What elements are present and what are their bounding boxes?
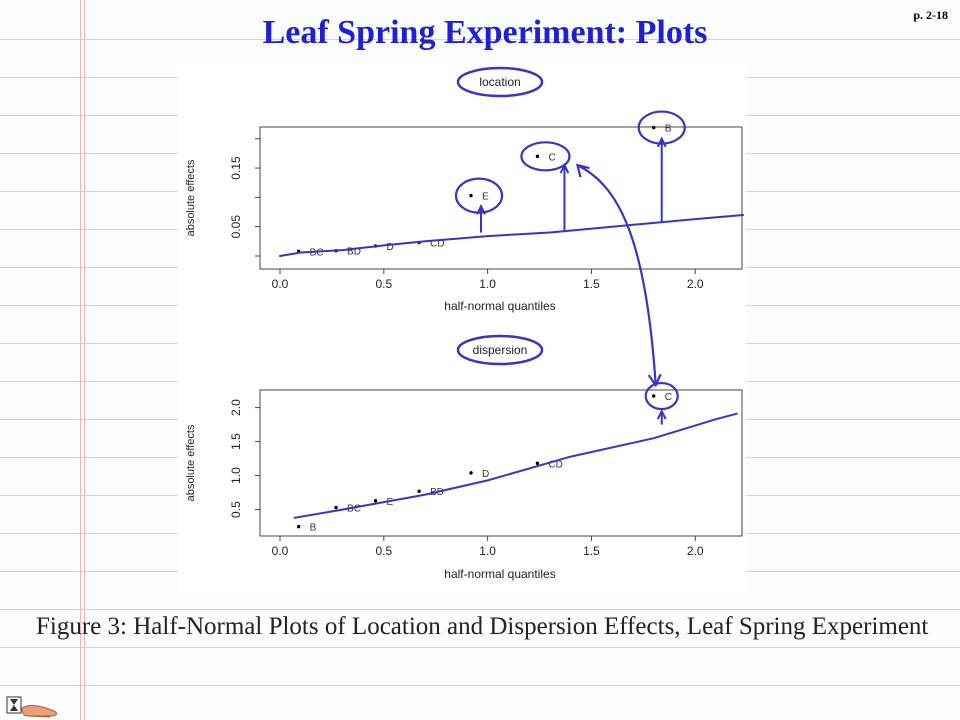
plot-frame (259, 126, 743, 270)
x-tick-label: 0.5 (375, 544, 392, 558)
y-tick-label: 0.5 (229, 501, 243, 518)
x-tick-label: 0.0 (272, 277, 289, 291)
circle-annotation-C-dispersion (644, 381, 679, 411)
arrow-annotation-E-head (476, 203, 486, 215)
point-label-BC: BC (347, 504, 361, 515)
link-arrow-C-head-bottom (647, 373, 662, 388)
y-axis-label: absolute effects (185, 424, 197, 501)
y-tick-label: 0.05 (229, 215, 243, 239)
arrow-annotation-C-dispersion-head (656, 408, 667, 420)
x-tick-label: 0.0 (272, 544, 289, 558)
chart-dispersion: 0.0 0.5 1.0 1.5 2.0 0.5 1.0 1.5 2.0 half-normal q… (185, 334, 743, 581)
data-point-E (373, 499, 378, 503)
circle-annotation-C (520, 141, 571, 172)
data-point-BD (417, 489, 421, 493)
point-label-CD: CD (430, 239, 444, 250)
x-tick-label: 1.5 (583, 277, 600, 291)
navigation-hand-icon[interactable] (4, 694, 64, 720)
point-label-B: B (310, 523, 317, 534)
reference-line-location (279, 214, 744, 257)
chart-title: location (479, 75, 520, 89)
data-point-B (296, 524, 301, 529)
x-tick-label: 1.0 (479, 277, 496, 291)
x-tick-label: 2.0 (687, 277, 704, 291)
arrow-annotation-C-head (559, 162, 570, 174)
data-point-B (652, 125, 656, 130)
y-tick-label: 0.15 (229, 156, 243, 180)
point-label-BD: BD (347, 247, 361, 258)
point-label-C: C (665, 392, 672, 403)
data-point-BC (334, 505, 338, 510)
y-axis-label: absolute effects (185, 159, 197, 236)
point-label-B: B (665, 124, 672, 135)
y-tick-label: 1.0 (229, 467, 243, 484)
title-circle-annotation (456, 334, 544, 366)
title-circle-annotation (456, 66, 544, 98)
point-label-CD: CD (548, 459, 562, 470)
figure-caption: Figure 3: Half-Normal Plots of Location … (36, 613, 929, 640)
data-point-C (535, 154, 540, 159)
point-label-E: E (482, 192, 489, 203)
x-tick-label: 1.0 (479, 544, 496, 558)
notebook-margin-line (80, 0, 81, 720)
data-point-CD (535, 461, 540, 466)
point-label-D: D (387, 242, 394, 253)
reference-line-dispersion (293, 412, 738, 519)
half-normal-plots: 0.0 0.5 1.0 1.5 2.0 0.05 0.15 half-normal quant… (185, 66, 744, 581)
data-point-C (652, 394, 656, 398)
chart-title: dispersion (473, 343, 528, 357)
point-label-E: E (387, 497, 394, 508)
x-axis-label: half-normal quantiles (444, 299, 555, 313)
notebook-margin-line (84, 0, 85, 720)
data-point-E (469, 193, 473, 198)
point-label-C: C (548, 152, 555, 163)
y-tick-label: 2.0 (229, 399, 243, 416)
figure-panel: 0.0 0.5 1.0 1.5 2.0 0.05 0.15 half-normal quant… (178, 66, 746, 594)
chart-location: 0.0 0.5 1.0 1.5 2.0 0.05 0.15 half-normal quant… (185, 66, 743, 313)
data-point-D (469, 471, 473, 475)
circle-annotation-E (454, 177, 504, 214)
link-arrow-C-head-top (575, 163, 590, 178)
slide-title: Leaf Spring Experiment: Plots (262, 14, 708, 51)
arrow-annotation-B-head (656, 136, 667, 148)
plot-frame (259, 389, 743, 537)
x-axis-label: half-normal quantiles (444, 567, 555, 581)
x-tick-label: 0.5 (375, 277, 392, 291)
point-label-D: D (482, 469, 489, 480)
x-tick-label: 1.5 (583, 544, 600, 558)
point-label-BC: BC (310, 247, 324, 258)
y-tick-label: 1.5 (229, 433, 243, 450)
x-tick-label: 2.0 (687, 544, 704, 558)
link-arrow-C (576, 164, 657, 386)
page-number: p. 2-18 (913, 8, 948, 22)
